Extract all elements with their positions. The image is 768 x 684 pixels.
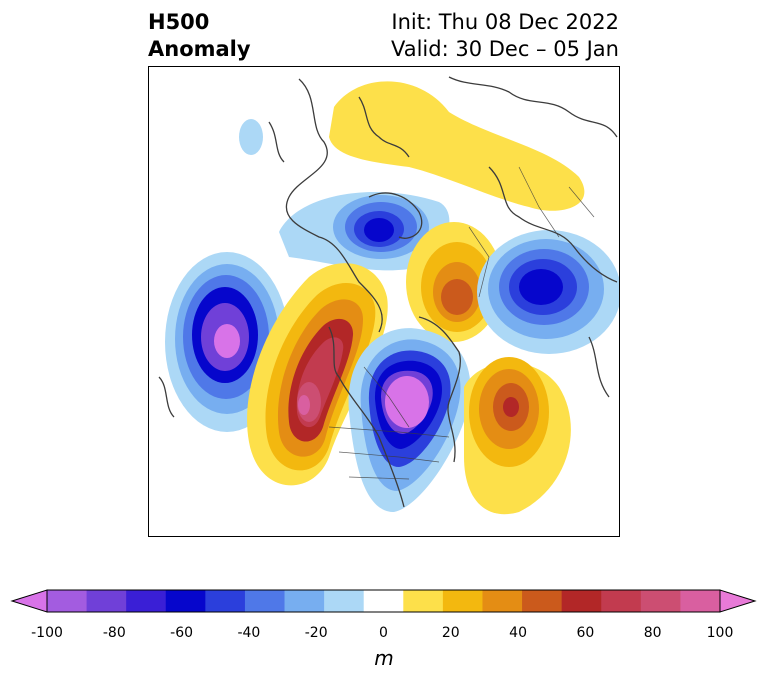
- colorbar-cell: [86, 590, 127, 612]
- colorbar-left-arrow: [10, 589, 48, 613]
- colorbar-tick-label: 20: [441, 625, 460, 641]
- colorbar-right-arrow: [719, 589, 757, 613]
- colorbar-outline: [46, 589, 721, 613]
- anomaly-blue-small: [239, 119, 263, 155]
- map-dates: Init: Thu 08 Dec 2022 Valid: 30 Dec – 05…: [391, 9, 619, 63]
- colorbar-cell: [324, 590, 365, 612]
- init-date: Init: Thu 08 Dec 2022: [391, 10, 619, 34]
- colorbar-cells: [47, 590, 721, 612]
- colorbar-tick-label: 100: [706, 625, 734, 641]
- anomaly-yellow-arctic: [329, 81, 585, 211]
- colorbar-cell: [284, 590, 325, 612]
- colorbar-tick-label: -20: [304, 625, 328, 641]
- colorbar-tick-label: -60: [170, 625, 194, 641]
- colorbar-cell: [126, 590, 167, 612]
- colorbar-cell: [165, 590, 206, 612]
- colorbar-cell: [482, 590, 523, 612]
- anomaly-orange-greenland: [406, 222, 502, 342]
- colorbar-cell: [442, 590, 483, 612]
- colorbar-cell: [47, 590, 88, 612]
- colorbar-tick-label: 40: [509, 625, 527, 641]
- colorbar-cell: [403, 590, 444, 612]
- colorbar-unit: m: [374, 646, 394, 670]
- colorbar-cell: [561, 590, 602, 612]
- valid-date: Valid: 30 Dec – 05 Jan: [390, 37, 619, 61]
- colorbar-cell: [640, 590, 681, 612]
- anomaly-blue-east: [348, 328, 471, 512]
- colorbar-cell: [205, 590, 246, 612]
- colorbar-cell: [363, 590, 404, 612]
- map-title: H500 Anomaly: [148, 9, 251, 63]
- colorbar-cell: [680, 590, 721, 612]
- colorbar: [10, 589, 757, 613]
- colorbar-tick-label: -80: [102, 625, 126, 641]
- colorbar-cell: [244, 590, 286, 612]
- colorbar-tick-label: 60: [576, 625, 595, 641]
- coastlines: [158, 76, 618, 508]
- colorbar-tick-label: -100: [31, 625, 63, 641]
- colorbar-ticks: -100 -80 -60 -40 -20 0 20 40 60 80 100: [0, 624, 768, 644]
- anomaly-blue-canada-north: [279, 192, 450, 271]
- colorbar-cell: [522, 590, 563, 612]
- borders: [328, 166, 595, 480]
- map-svg: [158, 76, 619, 515]
- title-line-2: Anomaly: [148, 37, 251, 61]
- title-line-1: H500: [148, 10, 210, 34]
- anomaly-blue-right: [477, 230, 619, 354]
- colorbar-tick-label: -40: [237, 625, 261, 641]
- colorbar-cell: [601, 590, 642, 612]
- colorbar-tick-label: 0: [379, 625, 388, 641]
- anomaly-map: [148, 66, 620, 537]
- anomaly-red-west: [247, 263, 388, 486]
- colorbar-tick-label: 80: [643, 625, 662, 641]
- anomaly-orange-atlantic: [464, 357, 571, 515]
